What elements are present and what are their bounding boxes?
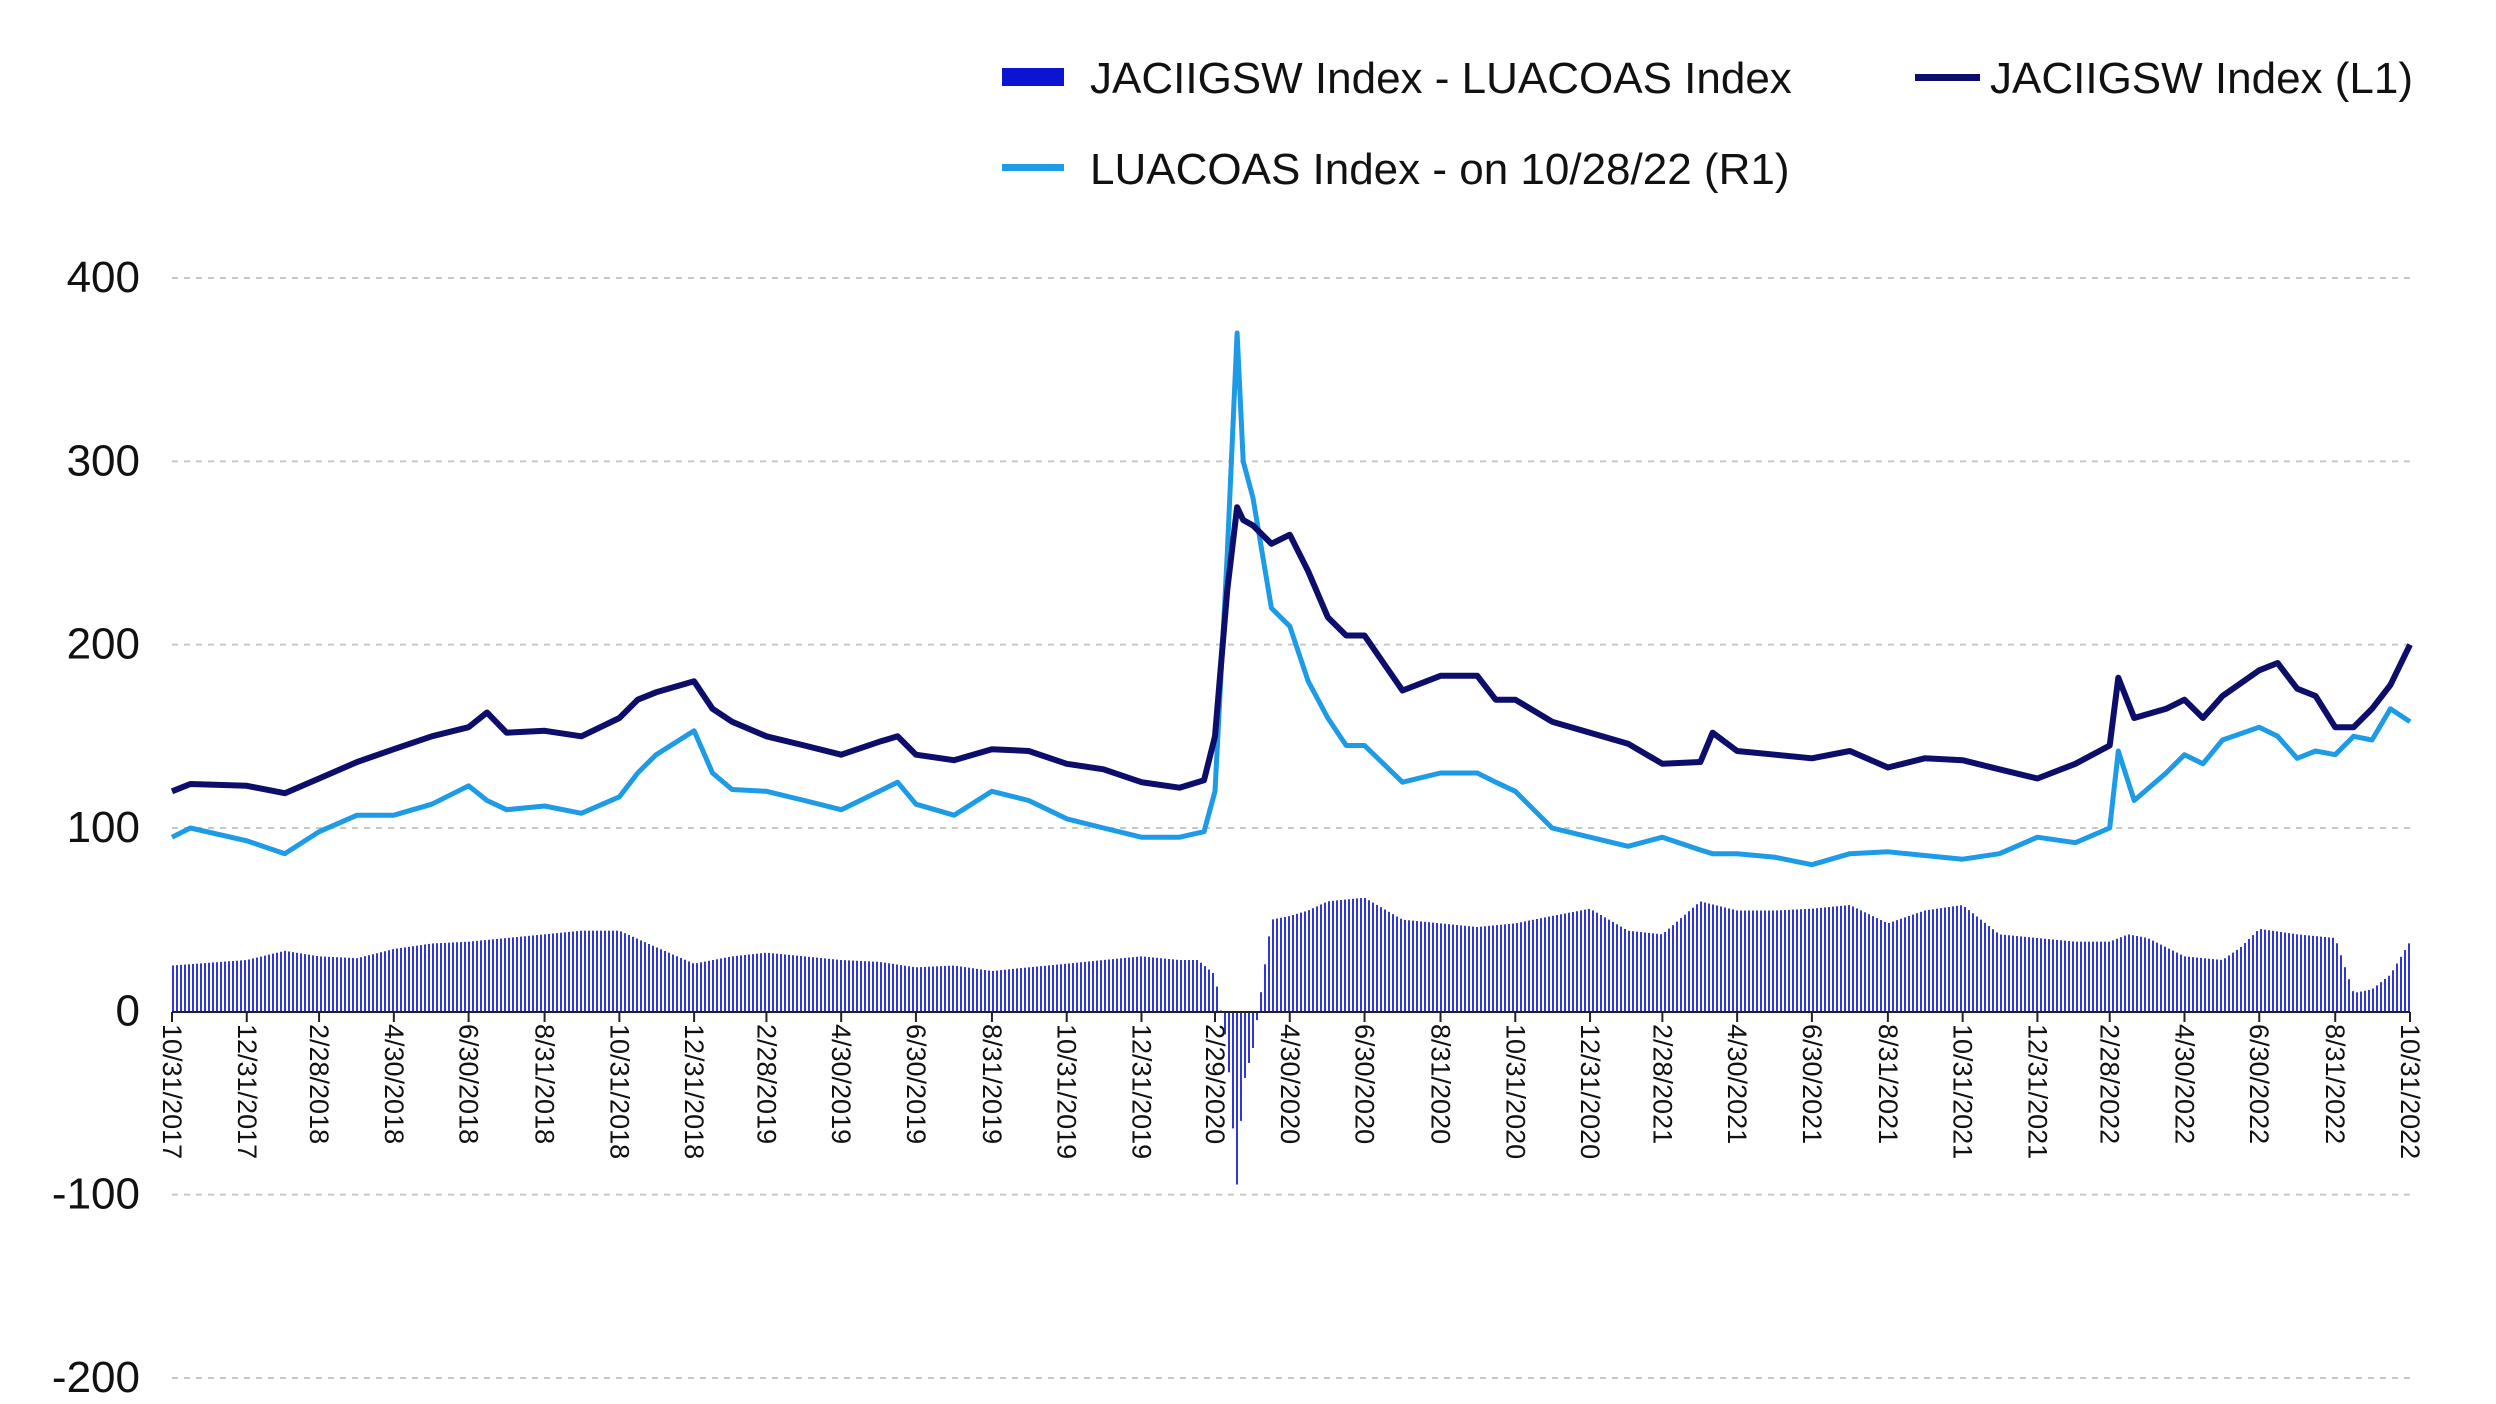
series-lines bbox=[170, 330, 2413, 868]
x-tick-label: 10/31/2017 bbox=[157, 1024, 187, 1159]
x-tick-label: 6/30/2020 bbox=[1350, 1024, 1380, 1144]
y-tick-label: 100 bbox=[67, 803, 140, 852]
luacoas-line bbox=[170, 330, 2412, 868]
x-tick-label: 10/31/2021 bbox=[1948, 1024, 1978, 1159]
x-tick-label: 12/31/2020 bbox=[1575, 1024, 1605, 1159]
x-tick-label: 10/31/2020 bbox=[1500, 1024, 1530, 1159]
x-tick-label: 8/31/2020 bbox=[1426, 1024, 1456, 1144]
gridlines bbox=[172, 277, 2410, 1379]
y-axis-ticks: 400 300 200 100 0 -100 -200 bbox=[52, 253, 140, 1402]
x-tick-label: 6/30/2018 bbox=[454, 1024, 484, 1144]
y-tick-label: -100 bbox=[52, 1170, 140, 1219]
x-tick-label: 12/31/2019 bbox=[1126, 1024, 1156, 1159]
x-tick-label: 2/28/2018 bbox=[304, 1024, 334, 1144]
x-tick-label: 2/29/2020 bbox=[1200, 1024, 1230, 1144]
x-tick-label: 8/31/2022 bbox=[2320, 1024, 2350, 1144]
jaciigsw-line bbox=[170, 504, 2413, 797]
x-tick-label: 2/28/2022 bbox=[2095, 1024, 2125, 1144]
y-tick-label: 400 bbox=[67, 253, 140, 302]
legend-label-spread: JACIIGSW Index - LUACOAS Index bbox=[1090, 54, 1792, 103]
x-tick-label: 4/30/2021 bbox=[1722, 1024, 1752, 1144]
x-tick-label: 6/30/2021 bbox=[1797, 1024, 1827, 1144]
x-tick-label: 2/28/2019 bbox=[751, 1024, 781, 1144]
x-tick-label: 4/30/2020 bbox=[1275, 1024, 1305, 1144]
x-tick-label: 12/31/2017 bbox=[232, 1024, 262, 1159]
x-tick-label: 8/31/2018 bbox=[530, 1024, 560, 1144]
legend-label-jaciigsw: JACIIGSW Index (L1) bbox=[1990, 54, 2413, 103]
x-axis-ticks: 10/31/2017 12/31/2017 2/28/2018 4/30/2018 6/… bbox=[157, 1012, 2425, 1159]
x-tick-label: 2/28/2021 bbox=[1647, 1024, 1677, 1144]
legend-swatch-spread bbox=[1002, 68, 1064, 86]
x-tick-label: 12/31/2018 bbox=[679, 1024, 709, 1159]
legend: JACIIGSW Index - LUACOAS Index JACIIGSW … bbox=[1002, 54, 2413, 194]
legend-swatch-luacoas bbox=[1002, 164, 1064, 171]
x-tick-label: 8/31/2019 bbox=[977, 1024, 1007, 1144]
y-tick-label: 0 bbox=[116, 986, 140, 1035]
y-tick-label: 200 bbox=[67, 620, 140, 669]
x-tick-label: 6/30/2019 bbox=[901, 1024, 931, 1144]
x-tick-label: 4/30/2019 bbox=[826, 1024, 856, 1144]
x-tick-label: 4/30/2018 bbox=[379, 1024, 409, 1144]
x-tick-label: 8/31/2021 bbox=[1873, 1024, 1903, 1144]
x-tick-label: 4/30/2022 bbox=[2169, 1024, 2199, 1144]
legend-label-luacoas: LUACOAS Index - on 10/28/22 (R1) bbox=[1090, 145, 1789, 194]
y-tick-label: -200 bbox=[52, 1353, 140, 1402]
legend-swatch-jaciigsw bbox=[1915, 74, 1980, 81]
x-tick-label: 10/31/2022 bbox=[2395, 1024, 2425, 1159]
x-tick-label: 12/31/2021 bbox=[2022, 1024, 2052, 1159]
y-tick-label: 300 bbox=[67, 436, 140, 485]
spread-bars bbox=[172, 897, 2410, 1185]
x-tick-label: 10/31/2019 bbox=[1052, 1024, 1082, 1159]
x-tick-label: 10/31/2018 bbox=[604, 1024, 634, 1159]
x-tick-label: 6/30/2022 bbox=[2244, 1024, 2274, 1144]
